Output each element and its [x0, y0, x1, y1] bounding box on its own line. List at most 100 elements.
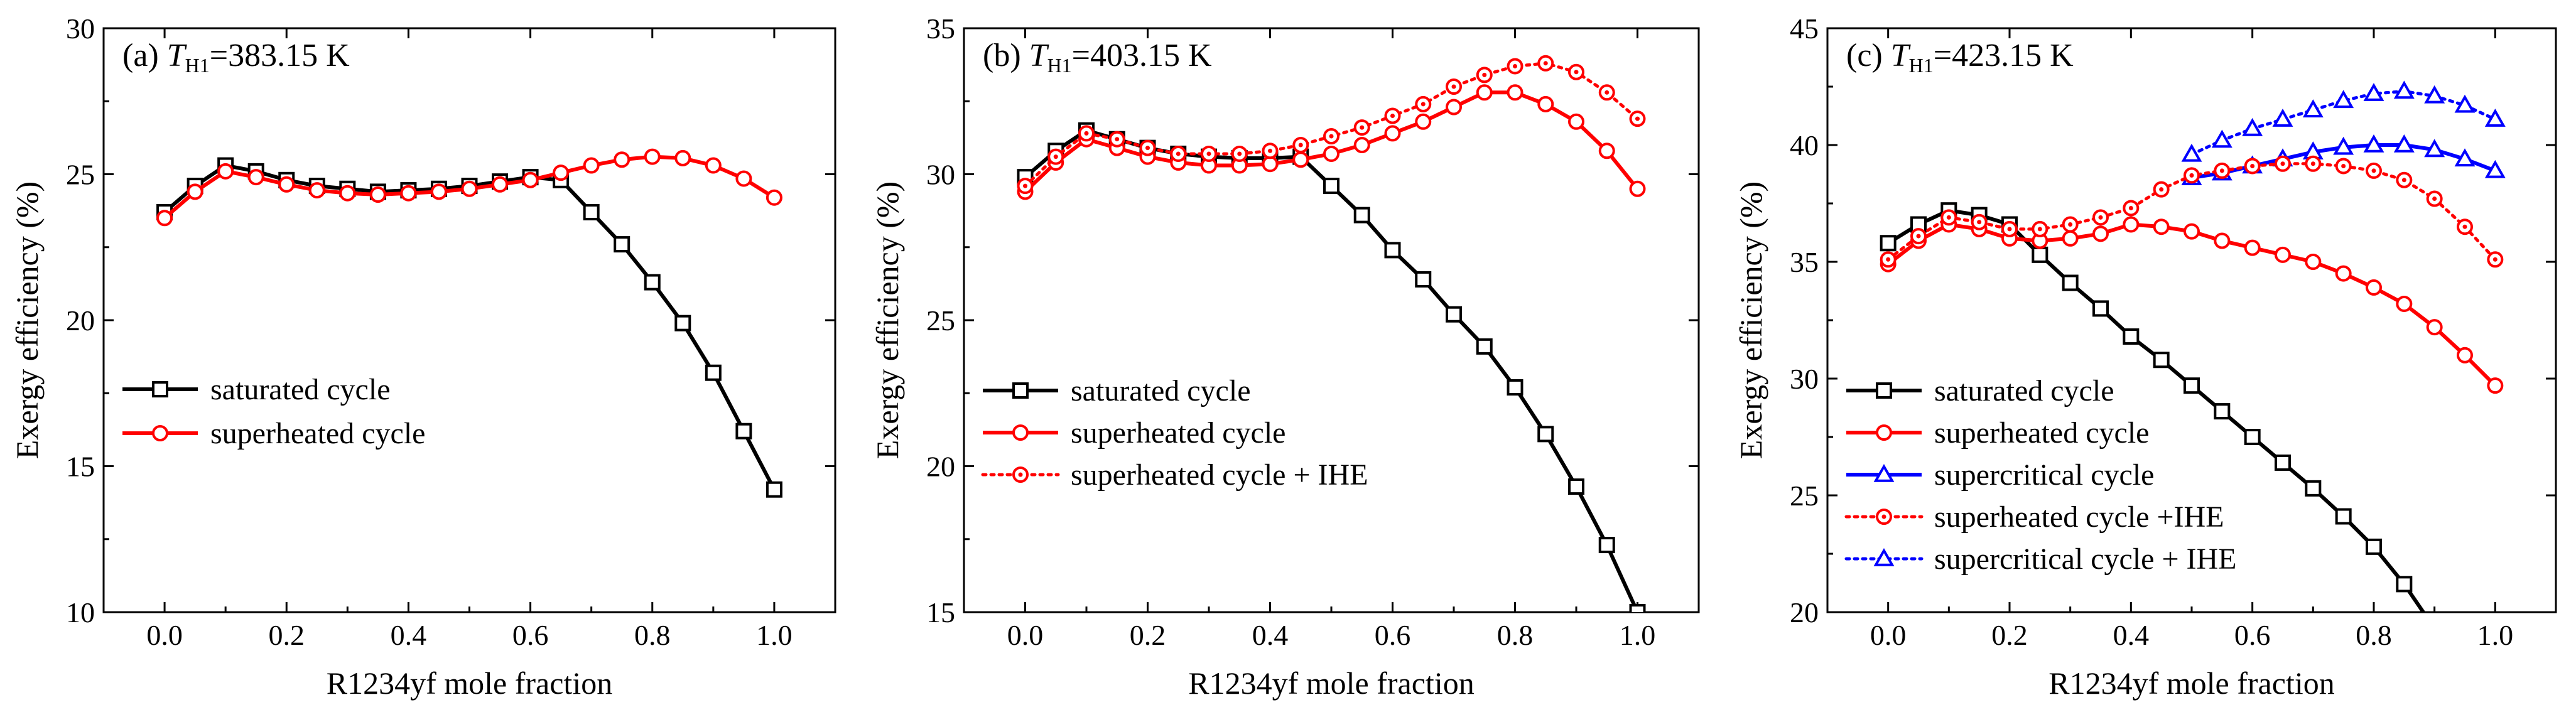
- data-point: [2396, 171, 2413, 188]
- data-point-dot: [2371, 168, 2376, 173]
- data-point: [1292, 151, 1309, 168]
- x-tick-label: 0.8: [2356, 619, 2392, 651]
- legend-marker: [1873, 547, 1895, 566]
- data-point: [2062, 230, 2079, 247]
- data-point: [1446, 78, 1462, 95]
- data-point: [2487, 251, 2504, 268]
- data-point: [2242, 117, 2263, 136]
- data-point: [1880, 235, 1897, 252]
- data-point-dot: [2189, 173, 2194, 178]
- data-point-dot: [1115, 137, 1120, 142]
- legend-label: supercritical cycle: [1934, 458, 2154, 492]
- data-point-dot: [1946, 215, 1951, 220]
- data-point: [1201, 145, 1217, 162]
- plot-frame: [102, 27, 836, 613]
- x-tick-label: 0.4: [2113, 619, 2150, 651]
- y-tick-label: 20: [66, 305, 95, 337]
- data-point: [1568, 63, 1584, 80]
- data-point: [1170, 145, 1187, 162]
- y-tick-label: 25: [926, 305, 955, 337]
- data-point-dot: [1084, 131, 1089, 136]
- data-point: [766, 189, 782, 206]
- data-point: [2457, 347, 2473, 364]
- data-point: [1629, 111, 1646, 127]
- data-point: [2335, 265, 2352, 282]
- data-point: [1476, 67, 1493, 84]
- data-point: [1568, 478, 1584, 495]
- legend-marker: [1876, 509, 1892, 525]
- data-point: [1108, 131, 1125, 148]
- legend: saturated cycle superheated cycle superhea…: [981, 374, 1368, 492]
- legend-label: superheated cycle: [1071, 416, 1285, 450]
- data-point: [614, 151, 630, 168]
- data-point: [2426, 319, 2443, 336]
- data-point: [1139, 139, 1156, 156]
- data-point-dot: [1360, 125, 1365, 130]
- data-point: [1415, 271, 1432, 288]
- data-point: [1537, 426, 1554, 443]
- data-point-dot: [2432, 197, 2437, 202]
- data-point-dot: [2098, 215, 2103, 220]
- y-tick-label: 45: [1790, 13, 1819, 45]
- data-point: [1598, 143, 1615, 159]
- data-point: [1629, 180, 1646, 197]
- data-point: [1047, 148, 1064, 165]
- data-point: [766, 481, 782, 498]
- data-point: [1568, 113, 1584, 130]
- data-point-dot: [2250, 163, 2255, 168]
- data-point: [1415, 95, 1432, 112]
- data-point: [2244, 158, 2261, 175]
- y-tick-label: 10: [66, 596, 95, 628]
- data-point-dot: [1977, 220, 1982, 225]
- data-point: [1910, 228, 1927, 245]
- series-line: [1024, 62, 1639, 188]
- data-point: [2335, 158, 2352, 175]
- data-point: [2302, 99, 2324, 117]
- data-point: [2062, 274, 2079, 291]
- data-point: [2424, 85, 2445, 104]
- data-point: [1507, 58, 1523, 75]
- data-point: [278, 176, 295, 193]
- data-point: [2396, 576, 2413, 593]
- data-point: [2211, 129, 2232, 148]
- data-point: [2333, 136, 2354, 155]
- data-point: [674, 149, 691, 166]
- legend-marker: [1012, 382, 1029, 399]
- plot-frame: [963, 27, 1700, 613]
- data-point-dot: [1206, 151, 1211, 156]
- data-point-dot: [1268, 148, 1272, 153]
- data-point-dot: [1145, 146, 1150, 151]
- y-axis-title: Exergy efficiency (%): [1733, 181, 1768, 459]
- data-point: [2153, 352, 2170, 369]
- legend-marker: [1012, 466, 1029, 483]
- panel-3: 0.0 0.2 0.4 0.6 0.8 1.0 20 25 30 35 40 45 R1234yf mo…: [1733, 13, 2557, 701]
- data-point: [2275, 155, 2291, 172]
- data-point: [1629, 604, 1646, 612]
- x-tick-label: 0.0: [1007, 619, 1044, 651]
- data-point: [2184, 223, 2200, 240]
- data-point: [735, 170, 752, 187]
- y-tick-label: 30: [1790, 363, 1819, 395]
- data-point: [2366, 162, 2382, 179]
- x-axis-title: R1234yf mole fraction: [327, 666, 612, 701]
- x-tick-label: 0.6: [2234, 619, 2271, 651]
- data-point: [2092, 225, 2109, 242]
- data-point: [1262, 143, 1279, 159]
- panel-title: (a) TH1=383.15 K: [122, 38, 350, 77]
- x-tick-label: 0.8: [1497, 619, 1534, 651]
- legend-label: superheated cycle: [1934, 416, 2149, 450]
- x-tick-label: 0.4: [1252, 619, 1289, 651]
- series-2: [156, 148, 782, 227]
- data-point: [2153, 181, 2170, 198]
- legend-marker: [1873, 463, 1895, 482]
- data-point: [1384, 107, 1401, 124]
- data-point: [1323, 145, 1339, 162]
- data-point: [2123, 216, 2140, 233]
- legend: saturated cycle superheated cycle: [122, 373, 425, 450]
- data-point: [583, 203, 600, 220]
- legend: saturated cycle superheated cycle supercri…: [1844, 374, 2237, 576]
- y-tick-label: 20: [1790, 596, 1819, 628]
- legend-label: superheated cycle: [210, 417, 425, 450]
- data-point: [1476, 338, 1493, 355]
